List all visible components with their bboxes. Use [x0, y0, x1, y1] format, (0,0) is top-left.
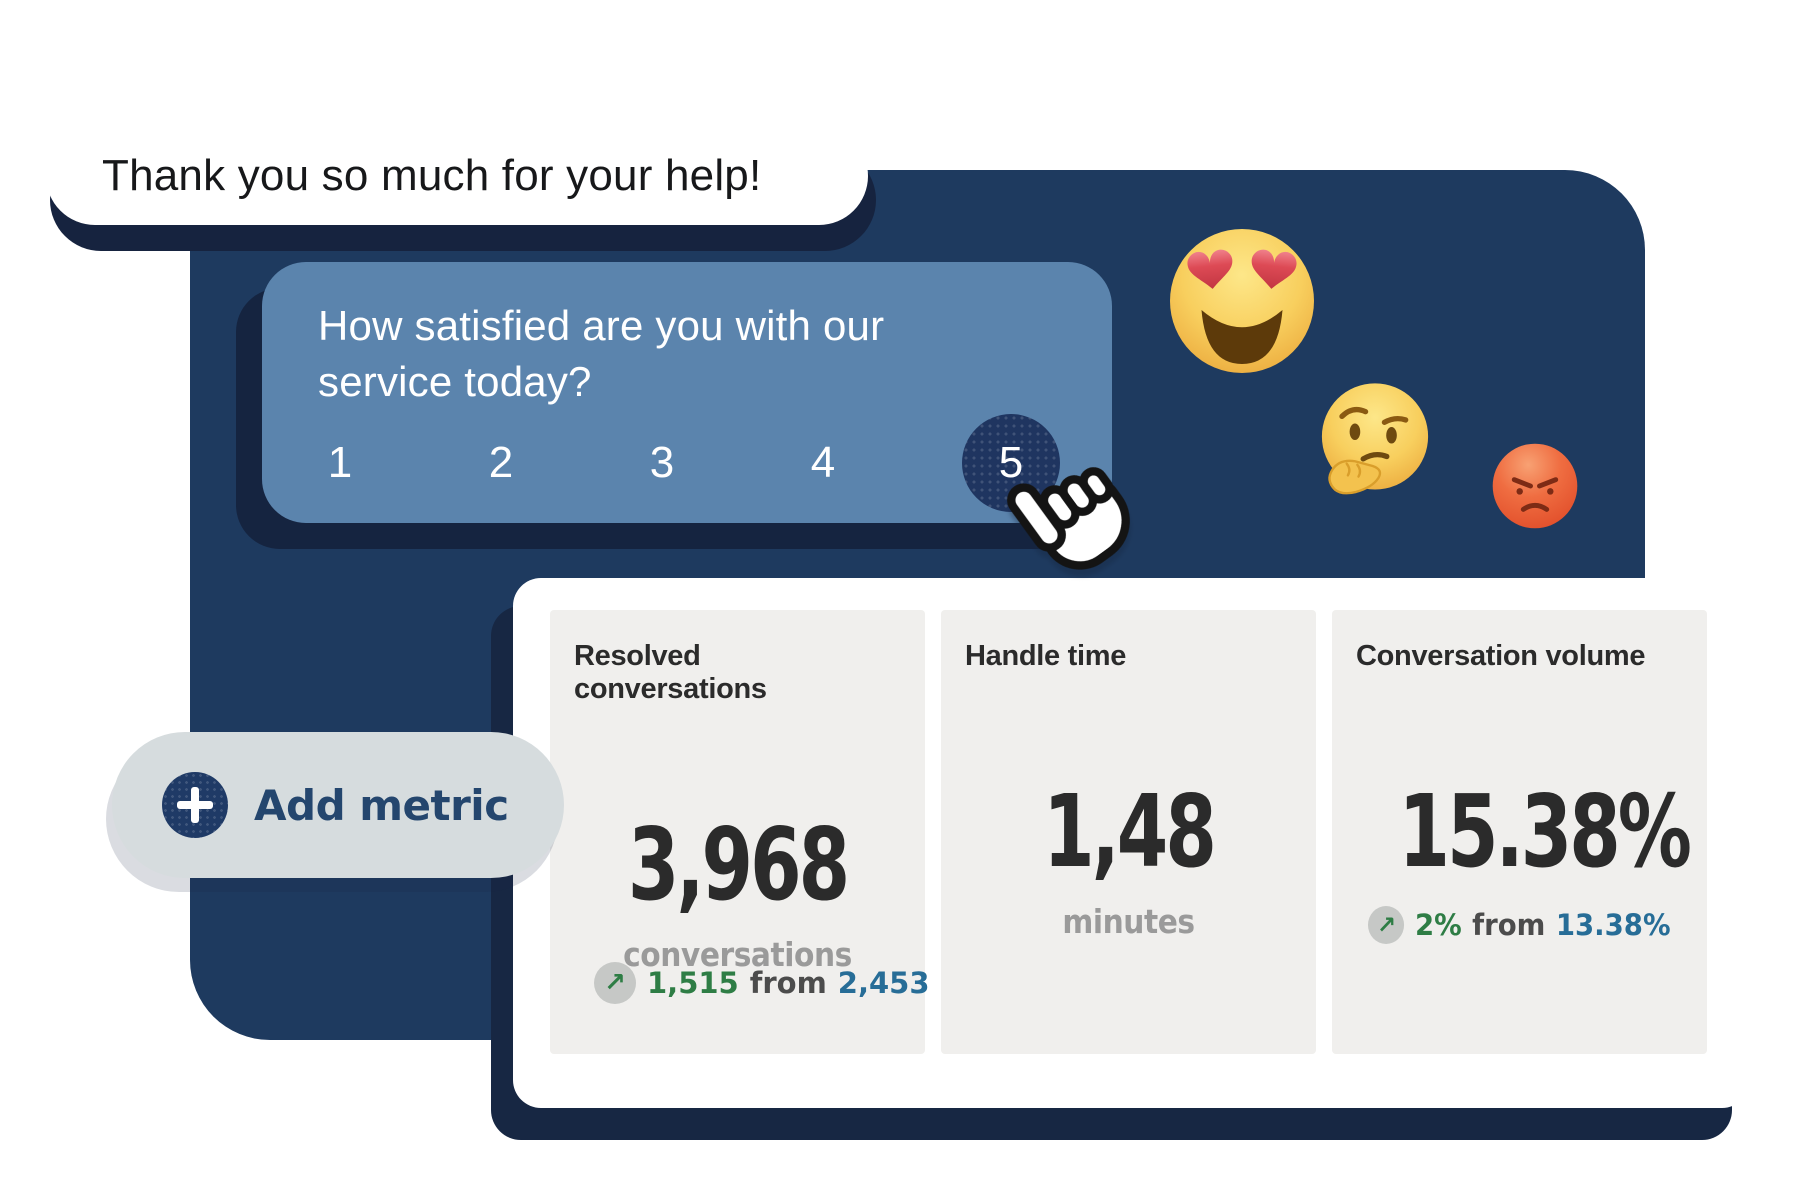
metric-title: Resolved conversations: [574, 640, 767, 705]
rating-option-3[interactable]: 3: [649, 438, 675, 487]
pondering-mouth: [1360, 451, 1390, 462]
heart-eye-right: [1251, 249, 1297, 289]
metric-title: Conversation volume: [1356, 640, 1646, 672]
delta-previous-value: 2,453: [837, 966, 930, 1000]
delta-amount: 1,515: [647, 966, 739, 1000]
pointer-hand-cursor: [1007, 467, 1130, 570]
metric-delta: ↗ 1,515 from 2,453: [594, 962, 930, 1004]
delta-from-label: from: [749, 966, 827, 1000]
survey-question-text: How satisfied are you with our service t…: [318, 302, 885, 405]
customer-message-text: Thank you so much for your help!: [102, 151, 762, 200]
metric-value: 1,48: [1043, 773, 1217, 890]
metric-unit: minutes: [1062, 902, 1195, 941]
eyebrow-flat: [1381, 415, 1409, 425]
eye-right: [1386, 427, 1397, 444]
heart-eye-left: [1187, 249, 1233, 289]
delta-previous-value: 13.38%: [1555, 908, 1671, 942]
customer-message-bubble: Thank you so much for your help!: [46, 127, 868, 225]
smile-mouth: [1201, 310, 1283, 364]
angry-brow-right: [1537, 477, 1559, 489]
eye-left: [1349, 423, 1361, 440]
csat-survey-card: How satisfied are you with our service t…: [262, 262, 1112, 523]
angry-eye-right: [1547, 488, 1554, 495]
arrow-up-right-icon: ↗: [594, 962, 636, 1004]
heart-eyes-emoji: [1170, 229, 1314, 373]
metric-panel-conversation-volume: Conversation volume 15.38% ↗ 2% from 13.…: [1332, 610, 1707, 1054]
rating-option-2[interactable]: 2: [488, 438, 514, 487]
metric-title: Handle time: [965, 640, 1127, 672]
eyebrow-raised: [1339, 406, 1369, 420]
delta-from-label: from: [1472, 908, 1546, 942]
rating-option-1[interactable]: 1: [327, 438, 353, 487]
plus-circle-icon: [162, 772, 228, 838]
metrics-dashboard-card: Resolved conversations 3,968 conversatio…: [513, 578, 1750, 1108]
angry-brow-left: [1511, 477, 1533, 489]
metric-value: 15.38%: [1398, 773, 1692, 890]
arrow-up-right-icon: ↗: [1368, 906, 1405, 944]
rating-option-5[interactable]: 5: [998, 438, 1024, 487]
metric-panel-resolved-conversations: Resolved conversations 3,968 conversatio…: [550, 610, 930, 1054]
rating-scale: 1 2 3 4 5: [318, 414, 1060, 512]
thinking-face-emoji: [1321, 383, 1429, 495]
rating-option-4[interactable]: 4: [810, 438, 836, 487]
metric-delta: ↗ 2% from 13.38%: [1364, 906, 1675, 944]
metric-value: 3,968: [627, 806, 850, 923]
add-metric-label: Add metric: [254, 780, 509, 830]
frown-mouth: [1520, 502, 1550, 512]
metric-unit: conversations: [623, 935, 852, 974]
delta-amount: 2%: [1414, 908, 1462, 942]
thinking-hand: [1328, 459, 1382, 495]
add-metric-button[interactable]: Add metric: [112, 732, 564, 878]
hand-pinky-finger: [1079, 467, 1114, 504]
metric-panel-handle-time: Handle time 1,48 minutes: [941, 610, 1316, 1054]
hand-knuckles: [1345, 462, 1362, 478]
angry-face-emoji: [1492, 443, 1578, 529]
angry-eye-left: [1516, 488, 1523, 495]
